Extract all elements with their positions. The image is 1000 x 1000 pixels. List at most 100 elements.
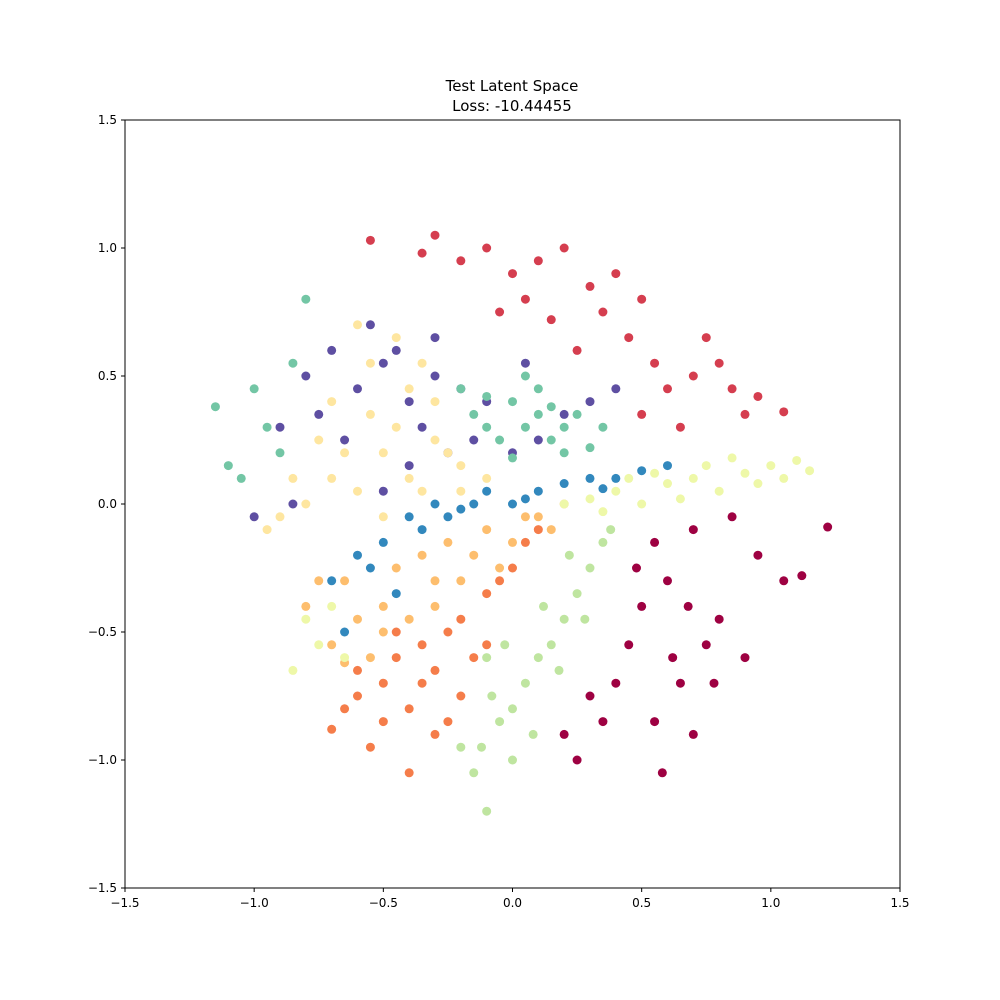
point — [314, 409, 324, 419]
point — [701, 461, 711, 471]
point — [650, 537, 660, 547]
point — [430, 665, 440, 675]
point — [508, 563, 517, 573]
point — [365, 235, 375, 245]
point — [572, 345, 582, 355]
point — [378, 512, 388, 522]
point — [714, 614, 724, 624]
point — [585, 397, 595, 407]
point — [598, 717, 608, 727]
y-tick-label: 0.0 — [98, 497, 117, 511]
point — [663, 384, 672, 394]
point — [391, 653, 401, 663]
point — [714, 358, 724, 368]
point — [606, 525, 616, 535]
point — [624, 473, 634, 483]
point — [520, 422, 530, 432]
point — [546, 402, 556, 412]
point — [701, 640, 711, 650]
point — [559, 729, 569, 739]
point — [327, 601, 337, 611]
point — [650, 358, 660, 368]
point — [391, 589, 401, 599]
point — [301, 294, 311, 304]
point — [456, 614, 466, 624]
point — [327, 576, 337, 586]
point — [580, 614, 590, 624]
point — [430, 601, 440, 611]
point — [779, 473, 789, 483]
point — [611, 678, 621, 688]
point — [805, 466, 815, 476]
point — [378, 717, 388, 727]
point — [520, 294, 530, 304]
point — [637, 409, 647, 419]
point — [675, 494, 685, 504]
point — [650, 717, 660, 727]
point — [585, 443, 595, 453]
point — [714, 486, 724, 496]
point — [340, 435, 350, 445]
point — [624, 333, 634, 343]
point — [753, 550, 763, 560]
point — [288, 499, 298, 509]
point — [533, 653, 543, 663]
point — [430, 371, 440, 381]
point — [430, 576, 440, 586]
y-tick-label: 1.5 — [98, 113, 117, 127]
point — [430, 499, 440, 509]
x-tick-label: 0.0 — [503, 896, 522, 910]
point — [520, 512, 530, 522]
point — [443, 717, 453, 727]
point — [753, 391, 763, 401]
point — [223, 461, 233, 471]
x-tick-label: −1.5 — [110, 896, 139, 910]
point — [340, 704, 350, 714]
point — [598, 537, 608, 547]
point — [559, 499, 569, 509]
point — [236, 473, 246, 483]
point — [404, 768, 414, 778]
point — [701, 333, 711, 343]
point — [508, 704, 517, 714]
point — [611, 486, 621, 496]
point — [663, 479, 672, 489]
point — [391, 345, 401, 355]
point — [495, 435, 505, 445]
point — [391, 422, 401, 432]
point — [495, 717, 505, 727]
point — [675, 678, 685, 688]
point — [301, 499, 311, 509]
point — [508, 755, 517, 765]
point — [469, 768, 479, 778]
point — [554, 665, 564, 675]
point — [378, 448, 388, 458]
point — [740, 653, 750, 663]
point — [740, 468, 750, 478]
point — [508, 499, 517, 509]
point — [688, 473, 698, 483]
point — [353, 614, 362, 624]
point — [598, 484, 608, 494]
point — [792, 455, 802, 465]
point — [637, 601, 647, 611]
point — [365, 563, 375, 573]
point — [301, 601, 311, 611]
point — [378, 627, 388, 637]
point — [456, 504, 466, 514]
point — [314, 435, 324, 445]
point — [528, 729, 538, 739]
point — [249, 512, 259, 522]
point — [275, 422, 285, 432]
point — [482, 243, 492, 253]
point — [456, 742, 466, 752]
point — [508, 397, 517, 407]
point — [404, 614, 414, 624]
point — [301, 614, 311, 624]
point — [495, 307, 505, 317]
point — [353, 550, 362, 560]
point — [456, 461, 466, 471]
point — [275, 512, 285, 522]
x-tick-label: 1.5 — [890, 896, 909, 910]
point — [482, 391, 492, 401]
